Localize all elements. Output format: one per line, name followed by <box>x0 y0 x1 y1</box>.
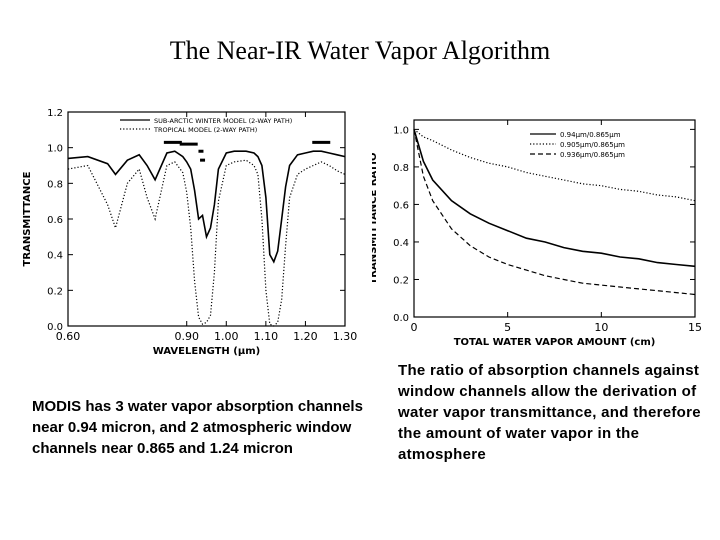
legend-label: 0.936μm/0.865μm <box>560 151 625 159</box>
y-tick-label: 1.0 <box>47 144 63 155</box>
x-tick-label: 1.10 <box>254 330 279 343</box>
transmittance-ratio-chart: 0 5 10 15 0.0 0.2 0.4 0.6 0.8 1.0 TOTAL WATER VAPO… <box>368 112 702 357</box>
y-tick-label: 1.0 <box>393 125 409 136</box>
transmittance-ratio-svg: 0 5 10 15 0.0 0.2 0.4 0.6 0.8 1.0 TOTAL WATER VAPO… <box>368 119 702 348</box>
y-tick-label: 0.4 <box>393 238 409 249</box>
plot-frame <box>413 119 696 318</box>
transmittance-spectrum-svg: 0.60 0.90 1.00 1.10 1.20 1.30 0.0 0.2 0.4 0.6 0.8 1… <box>22 108 358 357</box>
y-tick-label: 0.0 <box>393 313 409 324</box>
y-tick-label: 1.2 <box>47 108 63 119</box>
legend-label: 0.905μm/0.865μm <box>560 141 625 149</box>
x-tick-label: 10 <box>594 321 608 334</box>
series-line-3 <box>413 129 696 296</box>
x-tick-label: 15 <box>688 321 702 334</box>
plot-frame <box>67 111 346 327</box>
y-tick-label: 0.2 <box>393 275 409 286</box>
slide-title: The Near-IR Water Vapor Algorithm <box>169 36 551 65</box>
y-axis-label: TRANSMITTANCE <box>22 171 33 266</box>
x-tick-label: 1.30 <box>333 330 358 343</box>
legend-label: 0.94μm/0.865μm <box>560 131 621 139</box>
x-tick-label: 0 <box>411 321 418 334</box>
y-tick-label: 0.2 <box>47 286 63 297</box>
legend-label: SUB-ARCTIC WINTER MODEL (2-WAY PATH) <box>154 117 292 125</box>
x-tick-label: 0.60 <box>56 330 81 343</box>
x-tick-label: 5 <box>504 321 511 334</box>
x-tick-label: 1.20 <box>293 330 318 343</box>
series-line-2 <box>67 159 346 327</box>
series-line-1 <box>67 150 346 264</box>
caption-ratio-explanation: The ratio of absorption channels against… <box>398 362 701 463</box>
y-tick-label: 0.8 <box>393 163 409 174</box>
x-axis-label: WAVELENGTH (μm) <box>153 346 260 357</box>
x-tick-label: 0.90 <box>174 330 199 343</box>
y-tick-label: 0.6 <box>47 215 63 226</box>
y-tick-label: 0.4 <box>47 251 63 262</box>
y-tick-label: 0.0 <box>47 322 63 333</box>
caption-modis-channels: MODIS has 3 water vapor absorption chann… <box>32 398 363 457</box>
x-axis-label: TOTAL WATER VAPOR AMOUNT (cm) <box>454 337 656 348</box>
y-axis-label: TRANSMITTANCE RATIO <box>372 152 379 284</box>
legend-label: TROPICAL MODEL (2-WAY PATH) <box>153 126 257 134</box>
x-tick-label: 1.00 <box>214 330 239 343</box>
series-line-2 <box>413 128 696 202</box>
y-tick-label: 0.8 <box>47 179 63 190</box>
y-tick-label: 0.6 <box>393 200 409 211</box>
series-line-1 <box>413 129 696 268</box>
transmittance-spectrum-chart: 0.60 0.90 1.00 1.10 1.20 1.30 0.0 0.2 0.4 0.6 0.8 1… <box>20 100 365 375</box>
